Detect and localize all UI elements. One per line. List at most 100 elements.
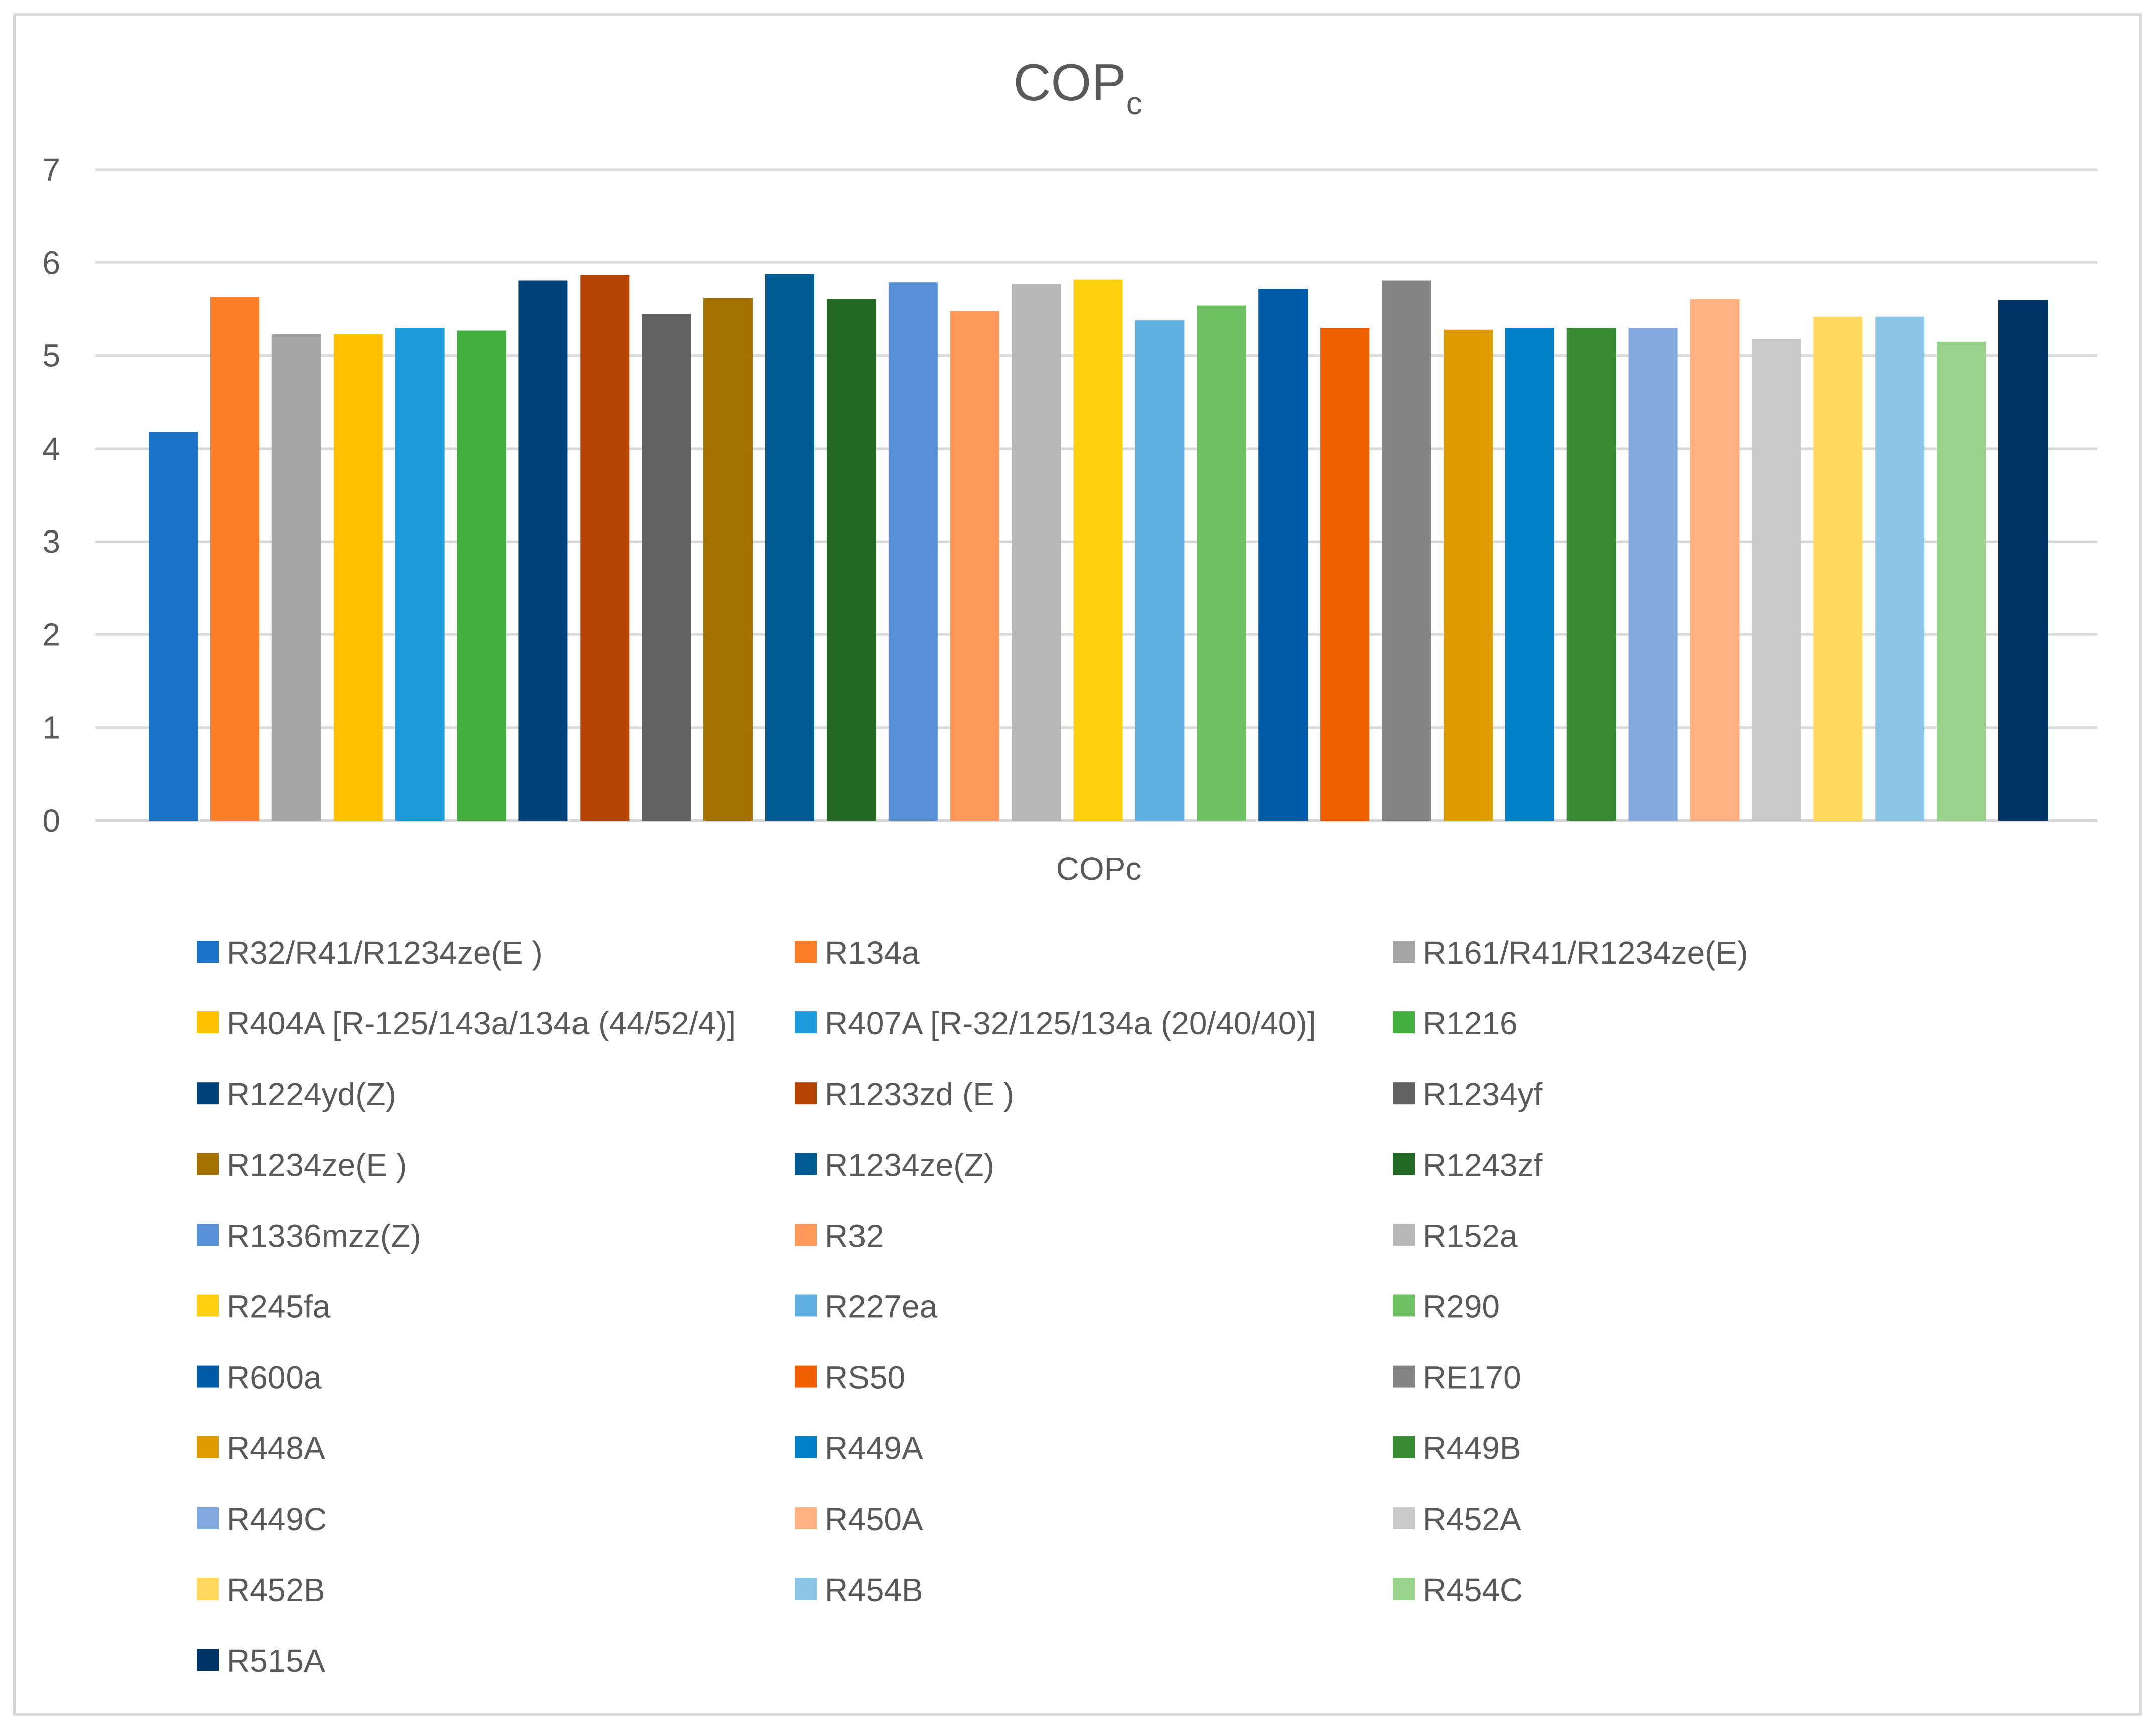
legend-label: R245fa bbox=[227, 1289, 331, 1325]
legend-label: R449C bbox=[227, 1501, 327, 1537]
legend-item: R449C bbox=[197, 1501, 327, 1537]
legend-item: RS50 bbox=[795, 1360, 905, 1396]
legend-item: R450A bbox=[795, 1501, 923, 1537]
legend-item: R449A bbox=[795, 1430, 923, 1467]
bar bbox=[1752, 339, 1801, 821]
legend-swatch bbox=[197, 1649, 219, 1671]
legend-label: R449A bbox=[825, 1430, 923, 1467]
bar bbox=[1135, 320, 1185, 821]
bar bbox=[1813, 316, 1863, 821]
legend-item: R32/R41/R1234ze(E ) bbox=[197, 935, 543, 971]
legend-label: R290 bbox=[1423, 1289, 1500, 1325]
legend-item: R515A bbox=[197, 1643, 325, 1679]
legend-item: R454B bbox=[795, 1572, 923, 1608]
legend-label: R1234ze(E ) bbox=[227, 1147, 407, 1183]
legend-label: RS50 bbox=[825, 1360, 905, 1396]
legend-label: R515A bbox=[227, 1643, 325, 1679]
legend-label: R449B bbox=[1423, 1430, 1521, 1467]
y-tick-label: 0 bbox=[42, 803, 60, 839]
chart-title-subscript: c bbox=[1126, 85, 1142, 121]
legend-label: R134a bbox=[825, 935, 920, 971]
legend-swatch bbox=[197, 1436, 219, 1458]
bar bbox=[888, 282, 938, 821]
legend-swatch bbox=[1393, 1365, 1415, 1388]
legend-label: R454B bbox=[825, 1572, 923, 1608]
y-axis-ticks: 0 1 2 3 4 5 6 7 bbox=[42, 152, 60, 839]
bar bbox=[1505, 327, 1554, 821]
legend-swatch bbox=[1393, 1577, 1415, 1600]
legend-label: R1233zd (E ) bbox=[825, 1076, 1014, 1112]
bar bbox=[1998, 300, 2048, 821]
legend-swatch bbox=[795, 1436, 817, 1458]
bar bbox=[1197, 305, 1246, 821]
legend-swatch bbox=[1393, 1294, 1415, 1317]
legend-label: R407A [R-32/125/134a (20/40/40)] bbox=[825, 1005, 1316, 1041]
bar bbox=[1320, 327, 1370, 821]
legend-swatch bbox=[1393, 1153, 1415, 1175]
y-tick-label: 1 bbox=[42, 710, 60, 746]
legend-item: R1216 bbox=[1393, 1005, 1518, 1041]
x-axis-title: COPc bbox=[1056, 851, 1142, 887]
legend-label: R404A [R-125/143a/134a (44/52/4)] bbox=[227, 1005, 736, 1041]
legend-swatch bbox=[795, 1577, 817, 1600]
bar bbox=[271, 334, 321, 821]
legend-item: R32 bbox=[795, 1218, 884, 1254]
legend-swatch bbox=[197, 1082, 219, 1105]
legend-label: R32 bbox=[825, 1218, 884, 1254]
bars bbox=[149, 274, 2048, 821]
legend-label: R161/R41/R1234ze(E) bbox=[1423, 935, 1748, 971]
legend-item: R227ea bbox=[795, 1289, 938, 1325]
legend-swatch bbox=[197, 1507, 219, 1529]
legend-label: RE170 bbox=[1423, 1360, 1521, 1396]
bar bbox=[518, 280, 568, 821]
legend-swatch bbox=[795, 1294, 817, 1317]
legend-label: R452B bbox=[227, 1572, 325, 1608]
bar bbox=[1258, 289, 1308, 821]
chart-title: COPc bbox=[1013, 54, 1142, 121]
legend-swatch bbox=[197, 1365, 219, 1388]
legend-swatch bbox=[795, 1365, 817, 1388]
legend-swatch bbox=[197, 1294, 219, 1317]
bar bbox=[395, 327, 445, 821]
bar bbox=[642, 314, 691, 821]
legend-label: R1243zf bbox=[1423, 1147, 1543, 1183]
legend-item: R452B bbox=[197, 1572, 325, 1608]
y-tick-label: 5 bbox=[42, 338, 60, 374]
legend-swatch bbox=[795, 1011, 817, 1034]
legend-item: R1234ze(Z) bbox=[795, 1147, 994, 1183]
legend-label: R1336mzz(Z) bbox=[227, 1218, 421, 1254]
legend-item: R449B bbox=[1393, 1430, 1521, 1467]
legend-label: R1216 bbox=[1423, 1005, 1518, 1041]
legend-swatch bbox=[795, 1082, 817, 1105]
legend-item: R452A bbox=[1393, 1501, 1521, 1537]
bar bbox=[1443, 329, 1493, 821]
legend-label: R600a bbox=[227, 1360, 322, 1396]
legend-item: R245fa bbox=[197, 1289, 331, 1325]
y-tick-label: 6 bbox=[42, 244, 60, 281]
legend-label: R152a bbox=[1423, 1218, 1518, 1254]
legend-swatch bbox=[197, 1011, 219, 1034]
bar bbox=[950, 311, 999, 821]
bar bbox=[1012, 284, 1061, 821]
legend-item: R404A [R-125/143a/134a (44/52/4)] bbox=[197, 1005, 736, 1041]
legend-label: R32/R41/R1234ze(E ) bbox=[227, 935, 543, 971]
bar bbox=[1382, 280, 1431, 821]
legend-item: R454C bbox=[1393, 1572, 1523, 1608]
legend-label: R1234ze(Z) bbox=[825, 1147, 994, 1183]
bar bbox=[1937, 341, 1986, 821]
legend-item: R134a bbox=[795, 935, 920, 971]
legend-item: R1233zd (E ) bbox=[795, 1076, 1014, 1112]
legend-item: R407A [R-32/125/134a (20/40/40)] bbox=[795, 1005, 1316, 1041]
bar bbox=[580, 275, 630, 821]
bar bbox=[1628, 327, 1678, 821]
legend-item: R1243zf bbox=[1393, 1147, 1543, 1183]
legend-swatch bbox=[1393, 1082, 1415, 1105]
legend-label: R1234yf bbox=[1423, 1076, 1543, 1112]
y-tick-label: 3 bbox=[42, 523, 60, 560]
legend-label: R227ea bbox=[825, 1289, 938, 1325]
bar bbox=[1566, 327, 1616, 821]
bar bbox=[333, 334, 383, 821]
legend-swatch bbox=[1393, 941, 1415, 963]
legend-item: R448A bbox=[197, 1430, 325, 1467]
